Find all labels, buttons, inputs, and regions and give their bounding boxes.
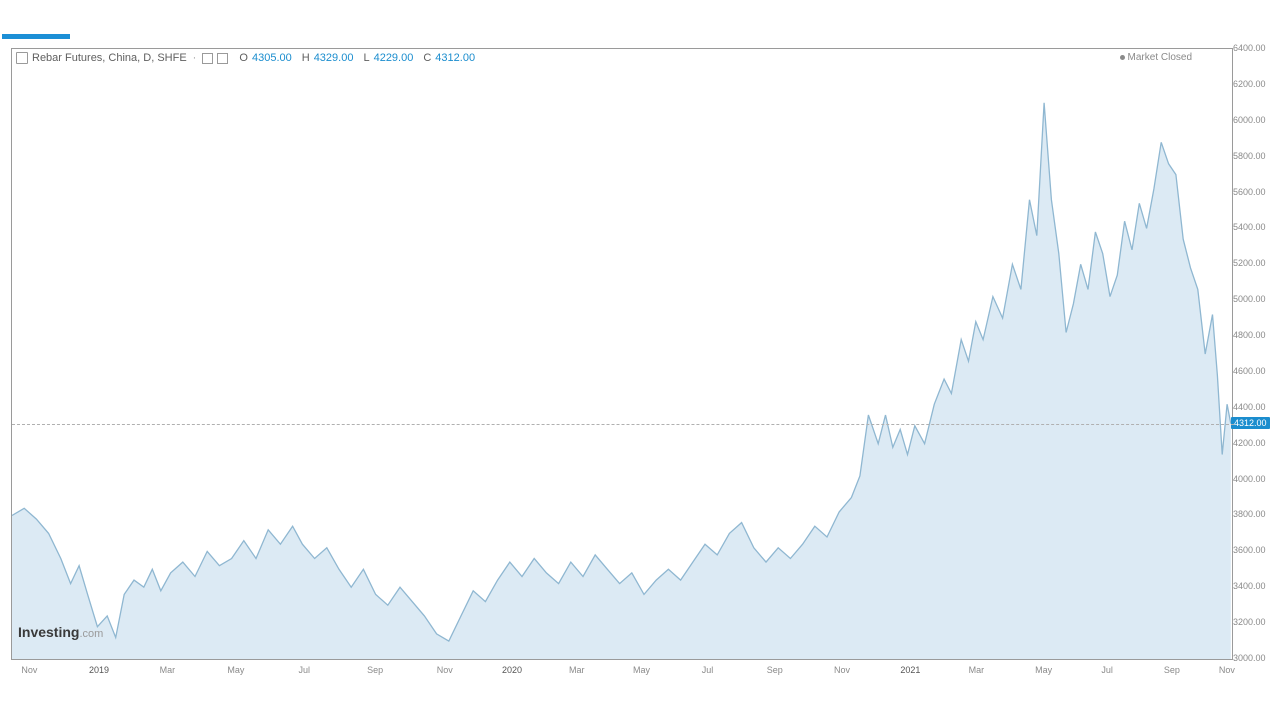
y-tick: 5000.00 [1233, 294, 1266, 304]
x-tick: Nov [21, 665, 37, 675]
y-tick: 4600.00 [1233, 366, 1266, 376]
x-tick: 2021 [900, 665, 920, 675]
x-tick: Nov [437, 665, 453, 675]
x-tick: Jul [702, 665, 714, 675]
x-tick: 2019 [89, 665, 109, 675]
y-tick: 6000.00 [1233, 115, 1266, 125]
x-tick: Nov [1219, 665, 1235, 675]
x-tick: May [1035, 665, 1052, 675]
y-axis[interactable]: 3000.00 3200.00 3400.00 3600.00 3800.00 4000.… [1233, 48, 1269, 660]
indicator-box-1-icon[interactable] [202, 53, 213, 64]
y-tick: 3400.00 [1233, 581, 1266, 591]
top-accent-bar [2, 34, 70, 39]
y-tick: 6200.00 [1233, 79, 1266, 89]
x-tick: May [227, 665, 244, 675]
ohlc-h-label: H [302, 52, 310, 64]
x-tick: May [633, 665, 650, 675]
market-status: Market Closed [1120, 52, 1192, 63]
instrument-title: Rebar Futures, China, D, SHFE [32, 52, 187, 64]
x-tick: Sep [1164, 665, 1180, 675]
ohlc-l-label: L [363, 52, 369, 64]
y-tick: 5400.00 [1233, 222, 1266, 232]
y-tick: 5800.00 [1233, 151, 1266, 161]
y-tick: 3800.00 [1233, 509, 1266, 519]
x-tick: 2020 [502, 665, 522, 675]
chart-header: Rebar Futures, China, D, SHFE · O4305.00… [16, 52, 481, 64]
ohlc-o-value: 4305.00 [252, 52, 292, 64]
last-price-tag: 4312.00 [1231, 417, 1270, 429]
y-tick: 3000.00 [1233, 653, 1266, 663]
y-tick: 4000.00 [1233, 474, 1266, 484]
y-tick: 4200.00 [1233, 438, 1266, 448]
chart-frame: Rebar Futures, China, D, SHFE · O4305.00… [11, 48, 1269, 675]
x-tick: Sep [367, 665, 383, 675]
provider-logo: Investing.com [18, 624, 103, 640]
indicator-box-2-icon[interactable] [217, 53, 228, 64]
y-tick: 5200.00 [1233, 258, 1266, 268]
y-tick: 5600.00 [1233, 187, 1266, 197]
x-tick: Sep [767, 665, 783, 675]
ohlc-h-value: 4329.00 [314, 52, 354, 64]
ohlc-l-value: 4229.00 [374, 52, 414, 64]
ohlc-c-value: 4312.00 [435, 52, 475, 64]
y-tick: 6400.00 [1233, 43, 1266, 53]
x-tick: Jul [1101, 665, 1113, 675]
x-tick: Mar [969, 665, 985, 675]
x-tick: Mar [569, 665, 585, 675]
status-dot-icon [1120, 55, 1125, 60]
price-area-chart [12, 49, 1232, 659]
y-tick: 3200.00 [1233, 617, 1266, 627]
y-tick: 4800.00 [1233, 330, 1266, 340]
ohlc-o-label: O [239, 52, 248, 64]
x-tick: Jul [299, 665, 311, 675]
last-price-line [12, 424, 1234, 425]
x-tick: Mar [160, 665, 176, 675]
x-tick: Nov [834, 665, 850, 675]
y-tick: 3600.00 [1233, 545, 1266, 555]
x-axis[interactable]: Nov 2019 Mar May Jul Sep Nov 2020 Mar May Jul Sep No… [11, 661, 1233, 675]
ohlc-c-label: C [423, 52, 431, 64]
y-tick: 4400.00 [1233, 402, 1266, 412]
chart-plot-area[interactable]: Rebar Futures, China, D, SHFE · O4305.00… [11, 48, 1233, 660]
layer-toggle-icon[interactable] [16, 52, 28, 64]
